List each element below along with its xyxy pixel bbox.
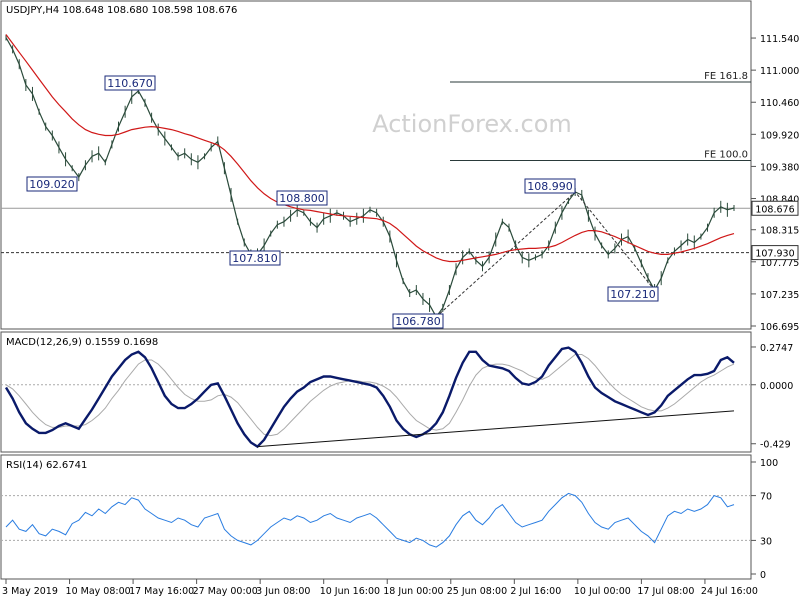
rsi-axis: 100 70 30 0 (751, 458, 778, 581)
sma-line (5, 34, 735, 263)
price-tick-label-0: 111.540 (760, 34, 799, 45)
price-tick-label-1: 111.000 (760, 66, 799, 77)
rsi-panel-title: RSI(14) 62.6741 (6, 460, 87, 471)
x-tick-label-2: 17 May 16:00 (129, 586, 194, 597)
macd-tick-label-2: -0.429 (760, 440, 791, 451)
macd-line (4, 346, 735, 449)
price-series (5, 34, 735, 320)
x-tick-label-1: 10 May 08:00 (66, 586, 131, 597)
watermark: ActionForex.com (372, 110, 572, 138)
price-annotation-label-5: 108.990 (527, 180, 573, 193)
x-tick-label-11: 24 Jul 16:00 (701, 586, 758, 597)
x-tick-label-7: 25 Jun 08:00 (447, 586, 507, 597)
price-annotation-box-3 (229, 250, 281, 266)
price-annotation-box-4 (392, 313, 444, 329)
price-tick-label-9: 106.695 (760, 322, 799, 333)
rsi-line (5, 492, 735, 548)
x-tick-label-5: 10 Jun 16:00 (320, 586, 380, 597)
price-panel-frame (0, 0, 752, 330)
macd-series (1, 346, 751, 449)
x-tick-label-3: 27 May 00:00 (193, 586, 258, 597)
price-annotation-label-3: 107.810 (232, 252, 278, 265)
price-tick-label-5: 108.840 (760, 195, 799, 206)
price-annotation-box-5 (524, 178, 576, 194)
price-annotation-label-2: 108.800 (279, 192, 325, 205)
price-annotations: 110.670 109.020 108.800 107.810 106.780 108.9… (26, 75, 659, 329)
price-tick-label-6: 108.315 (760, 226, 799, 237)
rsi-tick-label-3: 0 (760, 570, 766, 581)
macd-tick-label-0: 0.2747 (760, 343, 793, 354)
price-tick-label-7: 107.775 (760, 258, 799, 269)
price-levels: FE 161.8 FE 100.0 (1, 71, 751, 254)
price-annotation-box-6 (607, 286, 659, 302)
price-annotation-label-4: 106.780 (395, 315, 441, 328)
macd-axis: 0.2747 0.0000 -0.429 (751, 343, 793, 451)
fe-level-label-1: FE 100.0 (704, 149, 748, 160)
price-axis: 111.540 111.000 110.460 109.920 109.380 108.8… (751, 34, 799, 333)
price-tick-label-2: 110.460 (760, 98, 799, 109)
rsi-tick-label-0: 100 (760, 458, 778, 469)
macd-panel-frame (0, 331, 752, 453)
price-tick-label-4: 109.380 (760, 162, 799, 173)
price-annotation-box-0 (104, 75, 156, 91)
support-label: 107.930 (755, 249, 794, 260)
x-tick-label-9: 10 Jul 00:00 (574, 586, 631, 597)
price-annotation-label-6: 107.210 (610, 288, 656, 301)
price-annotation-label-0: 110.670 (107, 77, 153, 90)
price-annotation-box-2 (276, 190, 328, 206)
price-annotation-label-1: 109.020 (29, 178, 75, 191)
rsi-tick-label-2: 30 (760, 536, 772, 547)
macd-panel-title: MACD(12,26,9) 0.1559 0.1698 (6, 337, 158, 348)
rsi-panel-frame (0, 454, 752, 580)
x-tick-label-4: 3 Jun 08:00 (256, 586, 310, 597)
rsi-series (1, 492, 751, 548)
x-tick-label-8: 2 Jul 16:00 (510, 586, 561, 597)
current-price-tag (751, 200, 799, 216)
x-tick-label-6: 18 Jun 00:00 (383, 586, 443, 597)
x-tick-label-0: 3 May 2019 (2, 586, 58, 597)
price-annotation-box-1 (26, 176, 78, 192)
current-price-label: 108.676 (755, 204, 794, 215)
rsi-tick-label-1: 70 (760, 492, 772, 503)
fe-level-label-0: FE 161.8 (704, 71, 748, 82)
price-panel-title: USDJPY,H4 108.648 108.680 108.598 108.67… (6, 5, 237, 16)
price-tick-label-8: 107.235 (760, 290, 799, 301)
signal-line (5, 354, 735, 437)
price-tick-label-3: 109.920 (760, 130, 799, 141)
support-tag (751, 245, 799, 261)
x-tick-label-10: 17 Jul 08:00 (637, 586, 694, 597)
macd-tick-label-1: 0.0000 (760, 381, 793, 392)
macd-trendline (257, 410, 735, 448)
